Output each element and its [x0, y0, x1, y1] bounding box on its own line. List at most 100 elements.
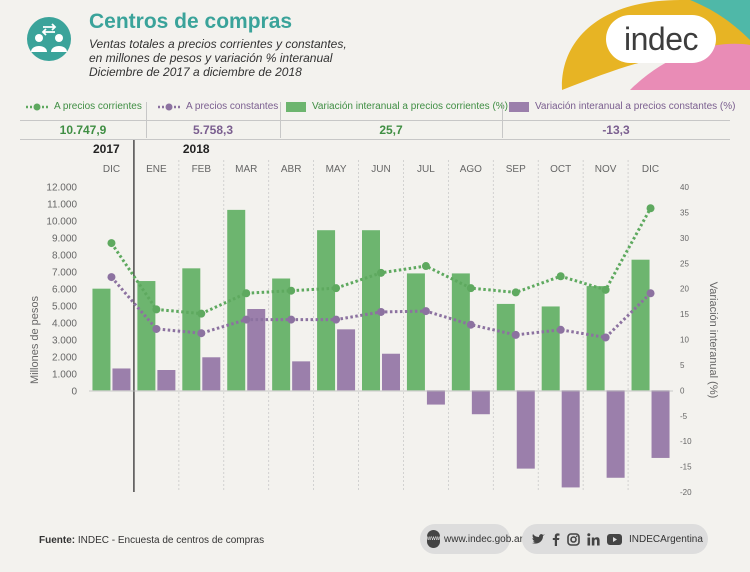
y2-tick-label: 35 — [680, 208, 689, 217]
bar-var-corrientes — [496, 303, 515, 391]
point-constantes — [601, 333, 610, 342]
legend-swatch-green — [286, 101, 306, 112]
point-constantes — [421, 307, 430, 316]
indec-logo: indec — [606, 15, 716, 63]
point-constantes — [377, 307, 385, 316]
page-subtitle: Ventas totales a precios corrientes y co… — [89, 37, 347, 79]
point-corrientes — [511, 288, 520, 297]
y2-tick-label: -20 — [680, 488, 692, 497]
y-tick-label: 10.000 — [46, 217, 77, 228]
point-corrientes — [332, 284, 341, 293]
point-constantes — [556, 325, 565, 334]
y2-tick-label: -15 — [680, 463, 692, 472]
point-constantes — [287, 315, 296, 324]
legend-value-constantes: 5.758,3 — [192, 123, 234, 137]
legend-label: A precios corrientes — [54, 101, 142, 112]
point-corrientes — [107, 239, 116, 248]
point-constantes — [332, 315, 341, 324]
year-label: 2017 — [93, 142, 120, 156]
point-constantes — [107, 273, 116, 282]
point-corrientes — [601, 285, 610, 294]
point-corrientes — [646, 204, 655, 213]
www-badge: www — [427, 530, 440, 548]
y2-tick-label: 30 — [680, 234, 689, 243]
page-title: Centros de compras — [89, 10, 293, 33]
legend-item-corrientes: A precios corrientes — [26, 101, 142, 112]
facebook-icon[interactable] — [552, 532, 560, 546]
month-tick-label: MAR — [235, 164, 257, 175]
y-axis-title: Millones de pesos — [29, 295, 41, 384]
bar-var-constantes — [606, 390, 625, 478]
y2-tick-label: 25 — [680, 259, 689, 268]
legend-label: A precios constantes — [186, 101, 279, 112]
y2-tick-label: 20 — [680, 285, 689, 294]
y-tick-label: 5.000 — [52, 302, 77, 313]
year-label: 2018 — [183, 142, 210, 156]
social-links: INDECArgentina — [522, 524, 708, 554]
point-constantes — [152, 324, 161, 333]
bar-var-corrientes — [631, 259, 650, 391]
y-tick-label: 11.000 — [47, 200, 77, 211]
y2-tick-label: 15 — [680, 310, 689, 319]
legend-item-var-constantes: Variación interanual a precios constante… — [509, 101, 735, 112]
y-tick-label: 6.000 — [52, 285, 77, 296]
y2-tick-label: -5 — [680, 412, 688, 421]
sales-chart: 2017 2018 DIC ENE FEB MAR ABR MAY JUN JUL AGO SEP OC… — [29, 140, 719, 497]
bar-var-constantes — [382, 353, 400, 391]
legend-line-green-icon — [26, 103, 48, 110]
month-tick-label: AGO — [460, 164, 482, 175]
subtitle-line: en millones de pesos y variación % inter… — [89, 51, 333, 65]
bar-var-constantes — [202, 357, 221, 391]
y-tick-label: 9.000 — [52, 234, 77, 245]
linkedin-icon[interactable] — [587, 532, 600, 546]
bar-var-corrientes — [137, 281, 156, 391]
point-corrientes — [197, 309, 206, 318]
bar-var-constantes — [292, 361, 311, 391]
legend-label: Variación interanual a precios constante… — [535, 101, 736, 112]
social-handle: INDECArgentina — [629, 533, 703, 545]
bar-var-corrientes — [92, 288, 111, 391]
bar-var-constantes — [337, 329, 356, 391]
point-constantes — [511, 330, 520, 339]
youtube-icon[interactable] — [607, 533, 622, 545]
bar-var-corrientes — [227, 209, 246, 391]
source-label: Fuente: — [39, 535, 76, 546]
bar-var-constantes — [516, 390, 535, 469]
people-exchange-icon — [27, 17, 71, 61]
point-corrientes — [287, 286, 296, 295]
twitter-icon[interactable] — [532, 533, 545, 545]
legend-item-constantes: A precios constantes — [158, 101, 278, 112]
source-text: INDEC - Encuesta de centros de compras — [77, 535, 265, 546]
y-tick-label: 0 — [71, 387, 77, 398]
month-tick-label: JUL — [417, 164, 435, 175]
bar-var-constantes — [112, 368, 131, 391]
legend-item-var-corrientes: Variación interanual a precios corriente… — [286, 101, 508, 112]
month-tick-label: DIC — [103, 164, 120, 175]
subtitle-line: Ventas totales a precios corrientes y co… — [89, 37, 347, 51]
point-constantes — [466, 320, 475, 329]
subtitle-line: Diciembre de 2017 a diciembre de 2018 — [89, 65, 302, 79]
y-tick-label: 12.000 — [46, 183, 77, 194]
bar-var-corrientes — [406, 273, 425, 391]
y-tick-label: 7.000 — [52, 268, 77, 279]
y2-tick-label: 0 — [680, 386, 685, 395]
instagram-icon[interactable] — [567, 532, 580, 546]
point-corrientes — [242, 289, 251, 298]
month-tick-label: ENE — [146, 164, 167, 175]
legend-value-var-constantes: -13,3 — [602, 123, 630, 137]
point-corrientes — [466, 284, 475, 293]
bar-var-constantes — [561, 390, 580, 488]
bar-var-corrientes — [182, 268, 201, 391]
y2-axis-title: Variación interanual (%) — [707, 282, 719, 399]
y-tick-label: 2.000 — [52, 353, 77, 364]
bar-var-corrientes — [451, 273, 470, 391]
month-tick-label: SEP — [506, 164, 526, 175]
y-tick-label: 3.000 — [52, 336, 77, 347]
point-constantes — [242, 315, 251, 324]
bar-var-constantes — [247, 309, 266, 391]
website-link[interactable]: www www.indec.gob.ar — [420, 524, 523, 554]
y2-tick-label: 10 — [680, 336, 689, 345]
point-corrientes — [152, 305, 161, 314]
month-tick-label: JUN — [371, 164, 390, 175]
social-icons-group — [532, 532, 622, 546]
